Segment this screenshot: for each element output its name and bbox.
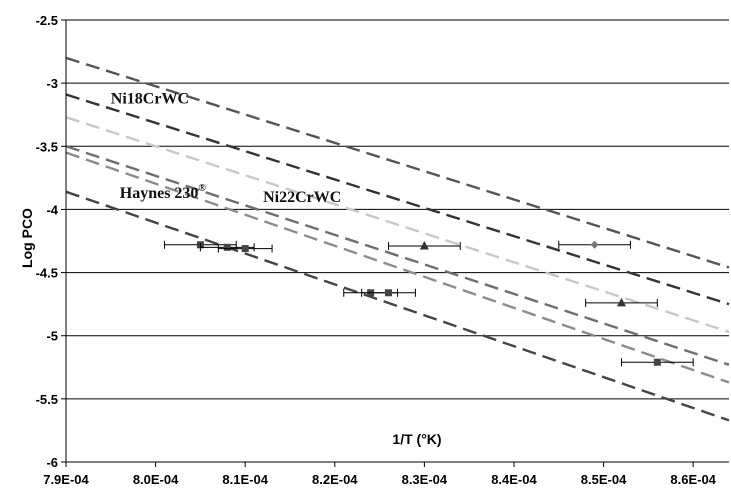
x-tick-label: 8.1E-04	[222, 472, 268, 487]
x-tick-label: 8.0E-04	[133, 472, 179, 487]
fit-line	[65, 56, 730, 269]
fit-line	[65, 116, 730, 334]
data-point-square	[223, 243, 231, 251]
fit-line	[65, 145, 730, 366]
y-tick-label: -4	[46, 202, 58, 217]
y-tick-label: -5.5	[36, 392, 58, 407]
grid-lines	[66, 19, 729, 463]
y-tick-label: -5	[46, 329, 58, 344]
data-point-triangle	[616, 297, 626, 307]
data-point-square	[241, 245, 249, 253]
x-tick-label: 8.5E-04	[581, 472, 627, 487]
annotations: Ni18CrWC Haynes 230® Ni22CrWC	[111, 90, 342, 206]
series-annotation: Ni18CrWC	[111, 90, 189, 107]
fit-line	[65, 190, 730, 422]
data-points	[164, 240, 694, 367]
x-tick-label: 8.3E-04	[402, 472, 448, 487]
data-point-square	[653, 358, 661, 366]
y-axis-title: Log PCO	[19, 208, 35, 268]
series-annotation: Haynes 230®	[120, 183, 207, 202]
y-tick-label: -4.5	[36, 266, 58, 281]
y-tick-label: -6	[46, 455, 58, 470]
fit-line	[65, 93, 730, 306]
trend-lines	[65, 56, 730, 422]
y-tick-label: -3.5	[36, 139, 58, 154]
data-point-diamond	[590, 240, 599, 249]
x-tick-label: 8.4E-04	[491, 472, 537, 487]
y-tick-label: -2.5	[36, 13, 58, 28]
axes: -6 -5.5 -5 -4.5 -4 -3.5 -3 -2.5 7.9E-04 8.0E-04 8.…	[36, 13, 729, 487]
annotation-superscript: ®	[198, 183, 206, 194]
data-point-square	[385, 289, 393, 297]
x-tick-label: 8.6E-04	[670, 472, 716, 487]
fit-line	[65, 151, 730, 384]
series-annotation: Ni22CrWC	[263, 189, 341, 206]
data-point-triangle	[419, 241, 429, 250]
x-axis-title: 1/T (°K)	[392, 431, 441, 447]
y-tick-label: -3	[46, 76, 58, 91]
x-tick-label: 7.9E-04	[43, 472, 89, 487]
x-tick-label: 8.2E-04	[312, 472, 358, 487]
